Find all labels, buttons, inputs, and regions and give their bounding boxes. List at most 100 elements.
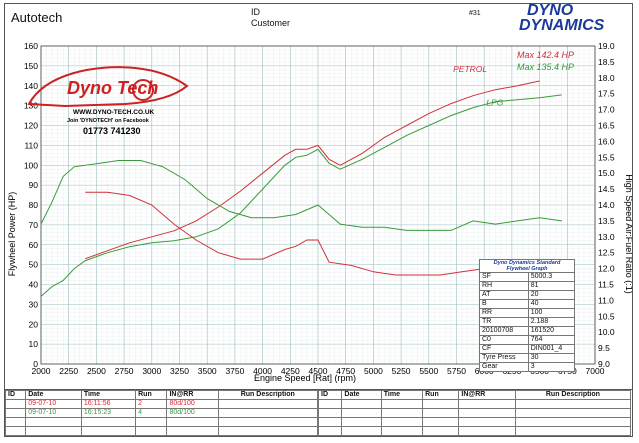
y2-tick-label: 19.0 bbox=[598, 41, 615, 51]
max-label-lpg: Max 135.4 HP bbox=[517, 62, 574, 72]
y2-tick-label: 17.0 bbox=[598, 105, 615, 115]
footer-cell bbox=[341, 408, 382, 418]
footer-cell: 16:11:56 bbox=[80, 399, 137, 409]
dynotech-logo-text: Dyno Tech bbox=[67, 78, 158, 98]
footer-cell bbox=[4, 399, 27, 409]
footer-cell bbox=[4, 426, 27, 436]
info-row: B 40 bbox=[479, 299, 576, 309]
x-tick-label: 2750 bbox=[115, 366, 134, 376]
company-name: Autotech bbox=[11, 10, 63, 25]
series-labels: PETROL LPG bbox=[453, 64, 504, 108]
y-tick-label: 40 bbox=[29, 280, 39, 290]
footer-col-header: Time bbox=[380, 390, 424, 400]
x-tick-label: 4750 bbox=[336, 366, 355, 376]
x-tick-label: 5750 bbox=[447, 366, 466, 376]
y2-tick-label: 18.0 bbox=[598, 73, 615, 83]
info-key: 20100708 bbox=[479, 326, 529, 336]
x-tick-label: 2250 bbox=[59, 366, 78, 376]
footer-table-left: ID Date Time Run IN@RR Run Description 09-07-… bbox=[4, 390, 318, 436]
info-key: Tyre Press bbox=[479, 353, 529, 363]
footer-row bbox=[317, 408, 632, 418]
y-tick-label: 130 bbox=[24, 101, 38, 111]
series-line-0 bbox=[85, 80, 540, 260]
y-tick-label: 0 bbox=[33, 359, 38, 369]
y-tick-label: 160 bbox=[24, 41, 38, 51]
footer-cell: 2 bbox=[135, 399, 168, 409]
info-row: C0 764 bbox=[479, 335, 576, 345]
footer-row bbox=[317, 399, 632, 409]
y2-tick-label: 17.5 bbox=[598, 89, 615, 99]
footer-cell bbox=[217, 426, 318, 436]
info-key: CF bbox=[479, 344, 529, 354]
info-row: 20100708 161520 bbox=[479, 326, 576, 336]
footer-cell bbox=[458, 417, 516, 427]
y2-tick-label: 13.0 bbox=[598, 232, 615, 242]
x-tick-label: 4000 bbox=[253, 366, 272, 376]
y2-tick-label: 15.0 bbox=[598, 168, 615, 178]
footer-cell: 09-07-10 bbox=[25, 408, 82, 418]
info-value: 30 bbox=[527, 353, 576, 363]
y2-tick-label: 16.5 bbox=[598, 121, 615, 131]
y-tick-label: 100 bbox=[24, 160, 38, 170]
y-tick-label: 120 bbox=[24, 121, 38, 131]
footer-cell: 80d/100 bbox=[166, 408, 219, 418]
footer-col-header: Run bbox=[135, 390, 168, 400]
dynotech-website: WWW.DYNO-TECH.CO.UK bbox=[73, 109, 155, 116]
info-key: RR bbox=[479, 308, 529, 318]
footer-cell bbox=[514, 399, 632, 409]
footer-cell bbox=[217, 408, 318, 418]
y-tick-label: 140 bbox=[24, 81, 38, 91]
info-key: B bbox=[479, 299, 529, 309]
info-key: RH bbox=[479, 281, 529, 291]
footer-row: 09-07-10 16:15:23 4 80d/100 bbox=[4, 408, 318, 418]
footer-col-header: Date bbox=[341, 390, 382, 400]
dynotech-wheel-icon bbox=[132, 79, 154, 101]
dynotech-car-icon bbox=[27, 66, 189, 108]
y2-tick-label: 11.5 bbox=[598, 280, 614, 290]
info-value: 81 bbox=[527, 281, 576, 291]
sheet-number: #31 bbox=[469, 10, 481, 17]
footer-cell bbox=[135, 426, 168, 436]
y2-tick-label: 12.0 bbox=[598, 264, 615, 274]
footer-cell bbox=[166, 426, 219, 436]
footer-cell bbox=[458, 408, 516, 418]
info-key: SF bbox=[479, 272, 529, 282]
x-tick-label: 5250 bbox=[392, 366, 411, 376]
customer-label: Customer bbox=[251, 18, 291, 28]
info-value: 100 bbox=[527, 308, 576, 318]
y-tick-label: 50 bbox=[29, 260, 39, 270]
y-tick-label: 110 bbox=[24, 140, 38, 150]
footer-cell bbox=[25, 426, 82, 436]
footer-cell bbox=[422, 426, 460, 436]
info-row: AT 20 bbox=[479, 290, 576, 300]
info-row: SF 5000.3 bbox=[479, 272, 576, 282]
x-tick-label: 5000 bbox=[364, 366, 383, 376]
footer-col-header: Run bbox=[422, 390, 460, 400]
info-value: DIN001_4 bbox=[527, 344, 576, 354]
footer-cell bbox=[25, 417, 82, 427]
footer-cell bbox=[458, 426, 516, 436]
footer-cell bbox=[514, 408, 632, 418]
footer-cell bbox=[80, 426, 137, 436]
y-tick-label: 150 bbox=[24, 61, 38, 71]
info-row: Tyre Press 30 bbox=[479, 353, 576, 363]
x-tick-label: 2500 bbox=[87, 366, 106, 376]
footer-cell: 09-07-10 bbox=[25, 399, 82, 409]
y2-tick-label: 13.5 bbox=[598, 216, 615, 226]
id-label: ID bbox=[251, 7, 260, 17]
footer-cell: 80d/100 bbox=[166, 399, 219, 409]
footer-row bbox=[317, 426, 632, 436]
footer-cell bbox=[317, 426, 343, 436]
footer-cell bbox=[380, 399, 424, 409]
y2-tick-label: 11.0 bbox=[598, 295, 614, 305]
footer-cell: 16:15:23 bbox=[80, 408, 137, 418]
footer-row: 09-07-10 16:11:56 2 80d/100 bbox=[4, 399, 318, 409]
footer-cell bbox=[4, 417, 27, 427]
y-tick-label: 90 bbox=[29, 180, 39, 190]
footer-row bbox=[4, 426, 318, 436]
footer-cell bbox=[341, 417, 382, 427]
x-tick-label: 2000 bbox=[32, 366, 51, 376]
series-label-0: PETROL bbox=[453, 64, 487, 74]
footer-cell bbox=[380, 408, 424, 418]
info-value: 5000.3 bbox=[527, 272, 576, 282]
